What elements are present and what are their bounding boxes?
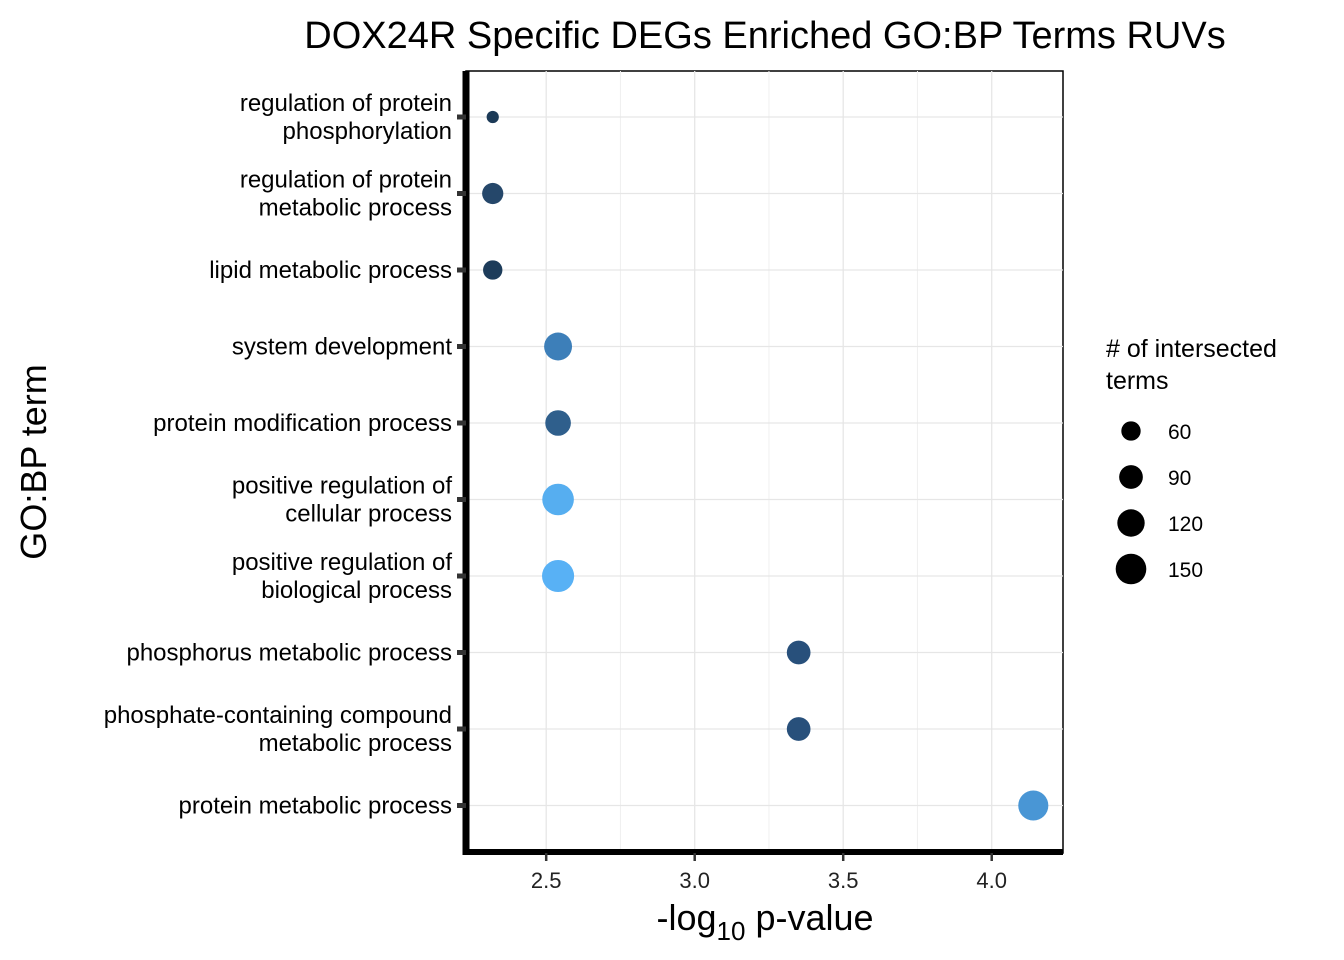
y-axis-ticks: regulation of proteinphosphorylationregu… <box>104 90 466 820</box>
y-tick-label: phosphorus metabolic process <box>126 640 452 667</box>
x-tick-label: 2.5 <box>531 868 562 893</box>
legend-label: 90 <box>1168 467 1191 490</box>
size-legend: # of intersected terms 60 90 120 150 <box>1106 335 1277 585</box>
x-axis-ticks: 2.5 3.0 3.5 4.0 <box>531 853 1007 893</box>
data-point <box>486 110 499 124</box>
y-tick-label: metabolic process <box>259 730 452 757</box>
legend-key <box>1115 553 1147 585</box>
x-tick-label: 3.0 <box>679 868 710 893</box>
data-points <box>482 110 1049 821</box>
legend-label: 150 <box>1168 559 1203 582</box>
y-axis-title: GO:BP term <box>13 364 54 559</box>
data-point <box>542 483 574 516</box>
data-point <box>542 559 575 593</box>
y-tick-label: lipid metabolic process <box>209 257 452 284</box>
y-tick-label: regulation of protein <box>240 167 452 194</box>
y-tick-label: phosphate-containing compound <box>104 702 452 729</box>
x-axis-title-suffix: p-value <box>745 897 873 938</box>
legend-title: # of intersected <box>1106 335 1277 363</box>
data-point <box>544 332 573 361</box>
y-tick-label: positive regulation of <box>232 473 452 500</box>
plot-panel <box>465 70 1064 854</box>
x-axis-title-prefix: -log <box>656 897 716 938</box>
y-tick-label: cellular process <box>285 501 452 528</box>
x-tick-label: 4.0 <box>976 868 1007 893</box>
legend-title: terms <box>1106 367 1169 395</box>
legend-key <box>1121 421 1141 441</box>
legend-label: 120 <box>1168 513 1203 536</box>
y-tick-label: regulation of protein <box>240 90 452 117</box>
y-tick-label: phosphorylation <box>283 118 452 145</box>
y-tick-label: biological process <box>261 577 452 604</box>
y-tick-label: system development <box>232 334 452 361</box>
x-axis-title-subscript: 10 <box>717 916 746 946</box>
data-point <box>482 182 504 205</box>
data-point <box>545 410 571 436</box>
y-tick-label: positive regulation of <box>232 549 452 576</box>
legend-label: 60 <box>1168 421 1191 444</box>
legend-key <box>1117 509 1145 537</box>
y-tick-label: protein metabolic process <box>179 793 452 820</box>
legend-key <box>1119 465 1143 489</box>
y-tick-label: protein modification process <box>153 410 452 437</box>
x-tick-label: 3.5 <box>828 868 859 893</box>
y-tick-label: metabolic process <box>259 195 452 222</box>
data-point <box>786 640 811 665</box>
data-point <box>483 260 503 280</box>
data-point <box>1018 790 1049 821</box>
chart-title: DOX24R Specific DEGs Enriched GO:BP Term… <box>304 15 1225 57</box>
data-point <box>786 717 811 741</box>
x-axis-title: -log10 p-value <box>656 897 873 946</box>
